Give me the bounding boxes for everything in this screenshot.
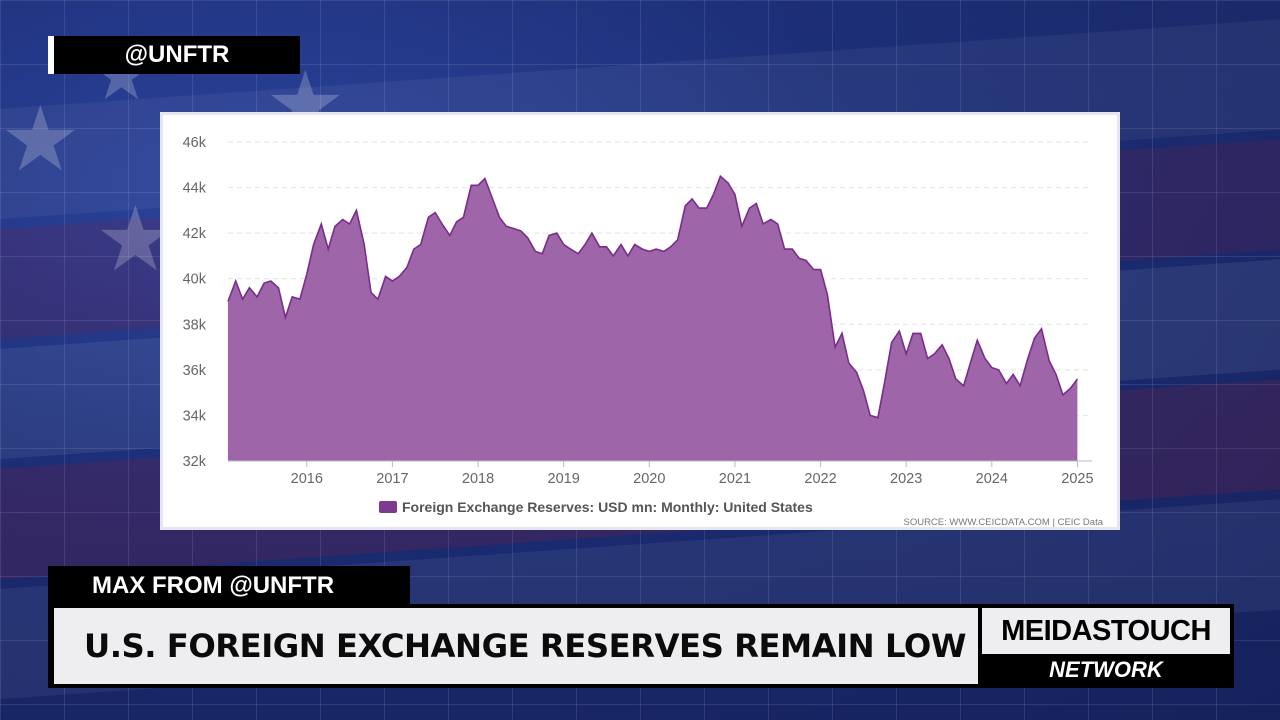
headline: U.S. FOREIGN EXCHANGE RESERVES REMAIN LO… [54, 608, 978, 684]
y-tick-label: 34k [183, 408, 207, 424]
chart-card: 32k 34k 36k 38k 40k 42k 44k 46k 2016 2017 2018 201… [160, 112, 1120, 530]
y-tick-label: 44k [183, 181, 207, 197]
handle-tag: @UNFTR [48, 36, 300, 74]
series-line [227, 174, 1079, 419]
series-area [228, 176, 1078, 461]
x-tick-label: 2017 [376, 471, 408, 487]
x-tick-label: 2023 [890, 471, 922, 487]
x-tick-label: 2025 [1061, 471, 1093, 487]
legend-label[interactable]: Foreign Exchange Reserves: USD mn: Month… [402, 499, 813, 515]
speaker-tag: MAX FROM @UNFTR [48, 566, 410, 606]
y-tick-label: 42k [183, 226, 207, 242]
x-tick-label: 2021 [719, 471, 751, 487]
y-tick-label: 36k [183, 363, 207, 379]
source-label: SOURCE: WWW.CEICDATA.COM | CEIC Data [903, 517, 1103, 527]
x-tick-label: 2019 [548, 471, 580, 487]
star-icon: ★ [0, 90, 81, 190]
y-tick-label: 32k [183, 454, 207, 470]
network-logo-bottom: NETWORK [982, 654, 1230, 686]
x-tick-label: 2024 [976, 471, 1008, 487]
x-tick-label: 2020 [633, 471, 665, 487]
x-tick-label: 2022 [804, 471, 836, 487]
y-tick-label: 46k [183, 135, 207, 151]
y-tick-label: 38k [183, 317, 207, 333]
y-axis: 32k 34k 36k 38k 40k 42k 44k 46k [183, 135, 207, 470]
network-logo-top: MEIDASTOUCH [982, 608, 1230, 654]
x-tick-label: 2016 [291, 471, 323, 487]
x-tick-label: 2018 [462, 471, 494, 487]
y-tick-label: 40k [183, 272, 207, 288]
x-axis: 2016 2017 2018 2019 2020 2021 2022 2023 2024 2025 [291, 461, 1094, 487]
legend-swatch [379, 501, 397, 513]
